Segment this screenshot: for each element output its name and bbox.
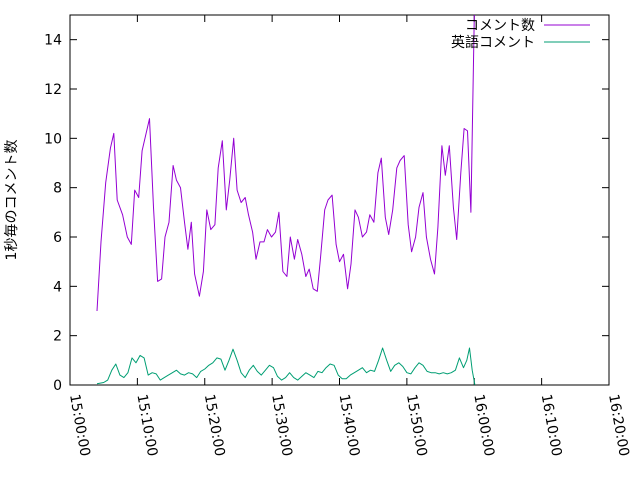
series-line-2 [96, 347, 476, 385]
y-tick-label: 14 [44, 33, 62, 49]
y-tick-label: 8 [53, 181, 62, 197]
x-tick-label: 15:20:00 [201, 393, 228, 458]
plot-border [69, 14, 610, 386]
x-tick-label: 15:40:00 [336, 393, 363, 458]
series-layer [96, 15, 476, 385]
x-tick-label: 15:10:00 [133, 393, 160, 458]
x-tick-label: 16:20:00 [605, 393, 632, 458]
x-tick-label: 15:00:00 [66, 393, 93, 458]
y-tick-label: 0 [53, 378, 62, 394]
x-tick-label: 16:00:00 [470, 393, 497, 458]
x-tick-label: 15:30:00 [268, 393, 295, 458]
y-tick-label: 4 [53, 279, 62, 295]
x-axis: 15:00:00 15:10:00 15:20:00 15:30:00 15:40:00… [66, 15, 632, 458]
y-tick-label: 2 [53, 329, 62, 345]
legend-label-2: 英語コメント [451, 34, 535, 51]
y-axis-label: 1秒毎のコメント数 [4, 140, 20, 261]
y-tick-label: 10 [44, 131, 62, 147]
y-tick-label: 6 [53, 230, 62, 246]
legend-label-1: コメント数 [465, 18, 535, 34]
y-tick-label: 12 [44, 82, 62, 98]
y-axis: 0 2 4 6 8 10 12 14 [44, 33, 609, 394]
plot-frame [69, 14, 610, 386]
x-tick-label: 15:50:00 [403, 393, 430, 458]
series-line-1 [96, 15, 475, 312]
x-tick-label: 16:10:00 [538, 393, 565, 458]
